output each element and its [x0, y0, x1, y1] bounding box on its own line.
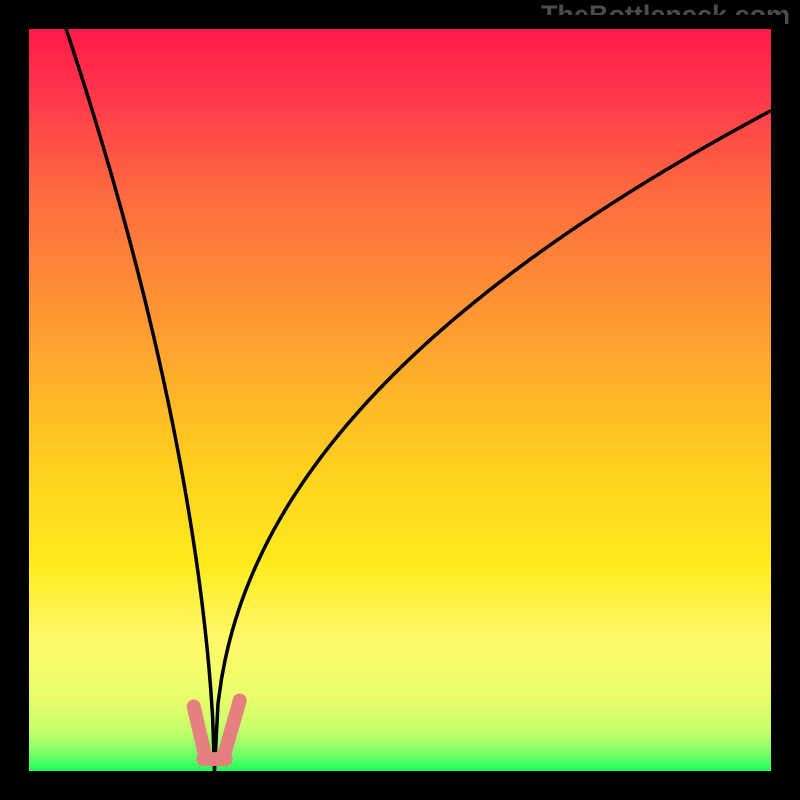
- bottleneck-curve-chart: [15, 15, 785, 785]
- chart-stage: TheBottleneck.com: [0, 0, 800, 800]
- gradient-background: [29, 29, 771, 771]
- plot-area: [15, 15, 785, 785]
